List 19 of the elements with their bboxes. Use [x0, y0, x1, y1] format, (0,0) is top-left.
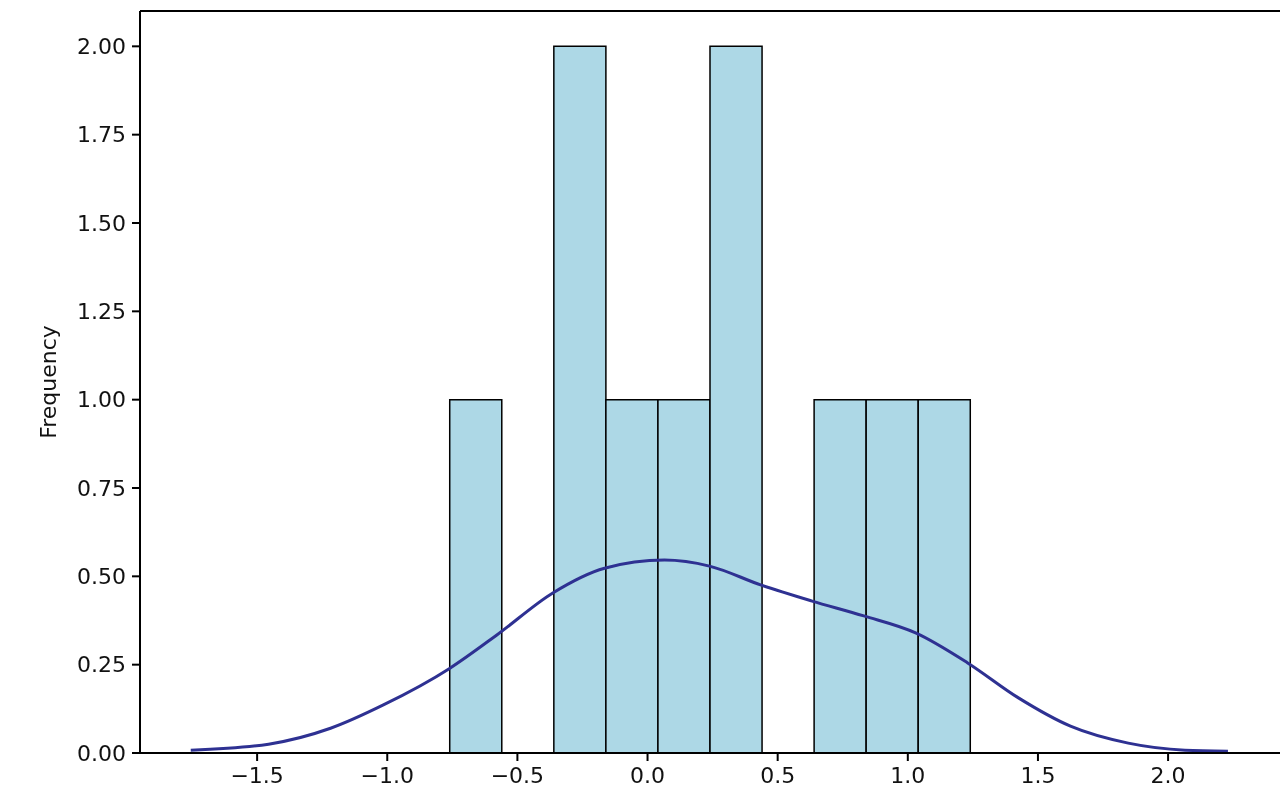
y-tick-label: 1.50 — [77, 210, 126, 236]
x-tick-label: −1.0 — [360, 762, 414, 788]
x-tick-label: 0.0 — [630, 762, 666, 788]
y-tick-label: 2.00 — [77, 34, 126, 60]
x-tick-label: −0.5 — [490, 762, 545, 788]
y-tick-label: 1.75 — [77, 122, 126, 148]
y-tick-label: 0.00 — [77, 740, 126, 766]
x-tick-label: 1.5 — [1020, 762, 1056, 788]
y-tick-label: 1.00 — [77, 387, 126, 413]
x-tick-label: −1.5 — [230, 762, 284, 788]
x-tick-label: 2.0 — [1150, 762, 1186, 788]
x-tick-label: 0.5 — [760, 762, 796, 788]
y-axis-title: Frequency — [35, 325, 61, 439]
y-tick-label: 0.25 — [77, 652, 126, 678]
x-tick-label: 1.0 — [890, 762, 926, 788]
y-tick-label: 0.75 — [77, 475, 126, 501]
line-series — [189, 558, 1230, 753]
y-tick-label: 0.50 — [77, 564, 126, 590]
y-tick-label: 1.25 — [77, 299, 126, 325]
